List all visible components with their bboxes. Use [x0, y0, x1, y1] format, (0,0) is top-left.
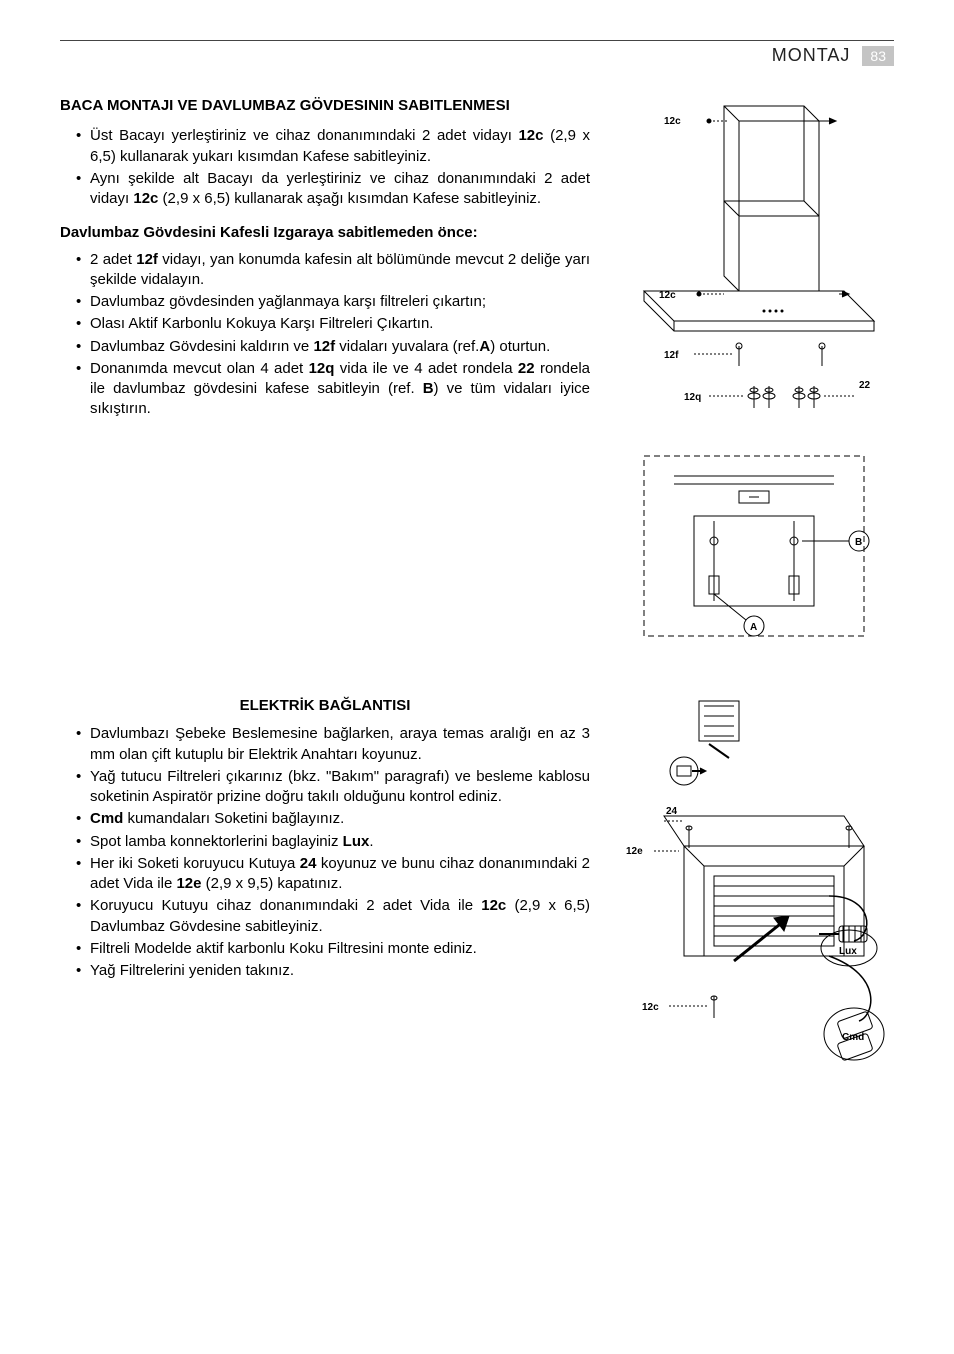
section-baca-montaji: BACA MONTAJI VE DAVLUMBAZ GÖVDESININ SAB…: [60, 96, 894, 656]
section2-text: ELEKTRİK BAĞLANTISI Davlumbazı Şebeke Be…: [60, 696, 590, 1076]
section2-diagram: 24 12e 12c Lux Cmd: [614, 696, 894, 1076]
list-item: Davlumbaz Gövdesini kaldırın ve 12f vida…: [76, 337, 590, 357]
label-lux: Lux: [839, 946, 857, 957]
list-item: Yağ tutucu Filtreleri çıkarınız (bkz. "B…: [76, 767, 590, 808]
section1-diagrams: 12c 12c: [614, 96, 894, 656]
page-number: 83: [862, 46, 894, 66]
list-item: Yağ Filtrelerini yeniden takınız.: [76, 961, 590, 981]
label-24: 24: [666, 806, 678, 817]
label-b: B: [855, 537, 862, 548]
list-item: Üst Bacayı yerleştiriniz ve cihaz donanı…: [76, 126, 590, 167]
section2-heading: ELEKTRİK BAĞLANTISI: [60, 696, 590, 716]
list-item: Davlumbaz gövdesinden yağlanmaya karşı f…: [76, 292, 590, 312]
section1-list2: 2 adet 12f vidayı, yan konumda kafesin a…: [60, 250, 590, 420]
label-a: A: [750, 622, 757, 633]
list-item: Spot lamba konnektorlerini baglayiniz Lu…: [76, 832, 590, 852]
label-12e: 12e: [626, 846, 643, 857]
diagram-electrical: 24 12e 12c Lux Cmd: [614, 696, 894, 1076]
label-cmd: Cmd: [842, 1032, 864, 1043]
section1-subheading: Davlumbaz Gövdesini Kafesli Izgaraya sab…: [60, 223, 590, 243]
label-12c-bottom: 12c: [659, 290, 676, 301]
section1-text: BACA MONTAJI VE DAVLUMBAZ GÖVDESININ SAB…: [60, 96, 590, 656]
list-item: 2 adet 12f vidayı, yan konumda kafesin a…: [76, 250, 590, 291]
header-title: MONTAJ: [772, 45, 851, 66]
list-item: Cmd kumandaları Soketini bağlayınız.: [76, 809, 590, 829]
section-elektrik: ELEKTRİK BAĞLANTISI Davlumbazı Şebeke Be…: [60, 696, 894, 1076]
list-item: Filtreli Modelde aktif karbonlu Koku Fil…: [76, 939, 590, 959]
list-item: Donanımda mevcut olan 4 adet 12q vida il…: [76, 359, 590, 420]
list-item: Davlumbazı Şebeke Beslemesine bağlarken,…: [76, 724, 590, 765]
label-22: 22: [859, 380, 871, 391]
diagram-chimney: 12c 12c: [614, 96, 894, 436]
list-item: Olası Aktif Karbonlu Kokuya Karşı Filtre…: [76, 314, 590, 334]
section1-heading: BACA MONTAJI VE DAVLUMBAZ GÖVDESININ SAB…: [60, 96, 590, 116]
label-12c: 12c: [642, 1002, 659, 1013]
label-12f: 12f: [664, 350, 679, 361]
label-12q: 12q: [684, 392, 701, 403]
list-item: Her iki Soketi koruyucu Kutuya 24 koyunu…: [76, 854, 590, 895]
section2-list: Davlumbazı Şebeke Beslemesine bağlarken,…: [60, 724, 590, 981]
section1-list1: Üst Bacayı yerleştiriniz ve cihaz donanı…: [60, 126, 590, 209]
list-item: Aynı şekilde alt Bacayı da yerleştiriniz…: [76, 169, 590, 210]
list-item: Koruyucu Kutuyu cihaz donanımındaki 2 ad…: [76, 896, 590, 937]
page-header: MONTAJ 83: [60, 40, 894, 66]
label-12c-top: 12c: [664, 116, 681, 127]
diagram-body-refs: B A: [614, 436, 894, 656]
